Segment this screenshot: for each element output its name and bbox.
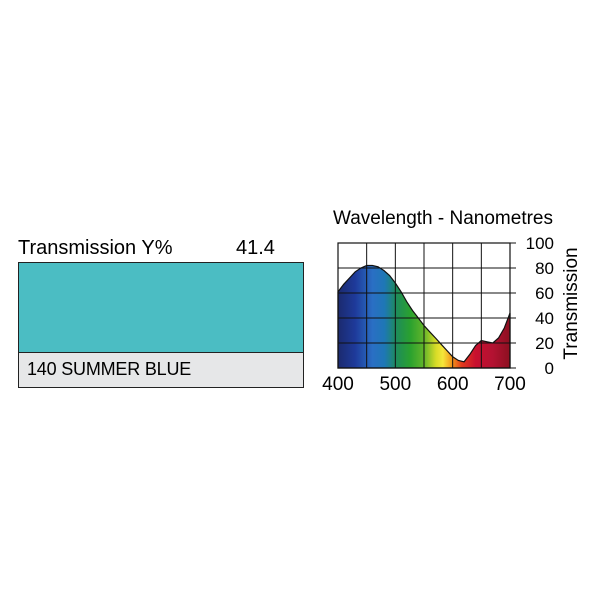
transmission-curve — [337, 264, 511, 369]
x-tick-label: 700 — [494, 374, 526, 395]
y-tick-label: 40 — [535, 309, 554, 328]
y-tick-label: 0 — [545, 359, 554, 378]
chart-title: Wavelength - Nanometres — [333, 208, 553, 229]
x-tick-label: 500 — [379, 374, 411, 395]
filter-color-swatch — [19, 263, 303, 352]
x-tick-label: 600 — [437, 374, 469, 395]
y-tick-label: 60 — [535, 284, 554, 303]
y-tick-label: 80 — [535, 259, 554, 278]
transmission-value: 41.4 — [236, 237, 275, 259]
filter-name: 140 SUMMER BLUE — [19, 352, 303, 387]
y-tick-label: 20 — [535, 334, 554, 353]
filter-swatch-card: 140 SUMMER BLUE — [18, 262, 304, 388]
transmission-label: Transmission Y% — [18, 237, 173, 259]
y-axis-label: Transmission — [561, 247, 582, 359]
y-tick-label: 100 — [526, 234, 554, 253]
x-tick-label: 400 — [322, 374, 354, 395]
